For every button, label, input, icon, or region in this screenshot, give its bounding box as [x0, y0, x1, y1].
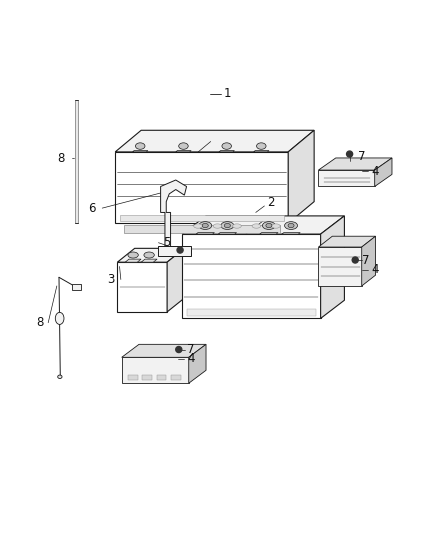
- Circle shape: [177, 247, 183, 253]
- FancyBboxPatch shape: [128, 375, 138, 380]
- Polygon shape: [189, 344, 206, 383]
- Ellipse shape: [135, 143, 145, 149]
- Polygon shape: [124, 225, 279, 233]
- Polygon shape: [167, 248, 184, 312]
- Polygon shape: [254, 151, 269, 152]
- Text: 4: 4: [371, 263, 378, 277]
- FancyBboxPatch shape: [72, 284, 81, 290]
- Polygon shape: [218, 232, 237, 234]
- Polygon shape: [117, 262, 167, 312]
- Circle shape: [352, 257, 358, 263]
- Text: 7: 7: [358, 150, 365, 163]
- Text: 5: 5: [163, 236, 171, 249]
- Polygon shape: [125, 259, 141, 262]
- Ellipse shape: [272, 224, 280, 228]
- Ellipse shape: [202, 223, 208, 228]
- Text: 4: 4: [371, 165, 378, 178]
- Text: 1: 1: [224, 87, 231, 100]
- Polygon shape: [159, 246, 191, 256]
- Polygon shape: [260, 232, 278, 234]
- Text: 4: 4: [187, 352, 194, 365]
- FancyBboxPatch shape: [171, 375, 180, 380]
- FancyBboxPatch shape: [142, 375, 152, 380]
- Polygon shape: [176, 151, 191, 152]
- Polygon shape: [219, 151, 234, 152]
- Ellipse shape: [194, 224, 202, 228]
- Ellipse shape: [285, 222, 297, 229]
- Text: 7: 7: [187, 343, 194, 356]
- Text: 3: 3: [107, 273, 115, 286]
- Polygon shape: [182, 216, 344, 234]
- Polygon shape: [120, 215, 284, 221]
- Polygon shape: [115, 152, 288, 223]
- Polygon shape: [161, 180, 187, 254]
- Ellipse shape: [257, 143, 266, 149]
- Text: 7: 7: [362, 254, 370, 266]
- Polygon shape: [122, 344, 206, 357]
- Polygon shape: [133, 151, 148, 152]
- Polygon shape: [115, 130, 314, 152]
- Ellipse shape: [288, 223, 294, 228]
- Polygon shape: [196, 232, 215, 234]
- Ellipse shape: [58, 375, 62, 378]
- Polygon shape: [318, 158, 392, 170]
- Polygon shape: [318, 236, 375, 247]
- Circle shape: [346, 151, 353, 157]
- Text: 8: 8: [57, 152, 65, 165]
- Polygon shape: [288, 130, 314, 223]
- FancyBboxPatch shape: [157, 375, 166, 380]
- Ellipse shape: [221, 222, 234, 229]
- Polygon shape: [321, 216, 344, 318]
- Text: 2: 2: [267, 196, 275, 209]
- Polygon shape: [75, 100, 78, 223]
- Ellipse shape: [128, 252, 138, 258]
- Ellipse shape: [222, 143, 231, 149]
- Text: 8: 8: [36, 316, 43, 329]
- Text: 6: 6: [88, 201, 95, 215]
- Ellipse shape: [144, 252, 154, 258]
- Polygon shape: [282, 232, 300, 234]
- Polygon shape: [362, 236, 375, 286]
- Circle shape: [176, 346, 182, 352]
- Polygon shape: [141, 259, 157, 262]
- Ellipse shape: [213, 224, 222, 228]
- Ellipse shape: [199, 222, 212, 229]
- Ellipse shape: [266, 223, 272, 228]
- Ellipse shape: [233, 224, 241, 228]
- Polygon shape: [117, 248, 184, 262]
- Ellipse shape: [262, 222, 276, 229]
- Polygon shape: [318, 170, 374, 187]
- Ellipse shape: [252, 224, 261, 228]
- Ellipse shape: [224, 223, 230, 228]
- Polygon shape: [318, 247, 362, 286]
- Polygon shape: [122, 357, 189, 383]
- Polygon shape: [182, 234, 321, 318]
- Ellipse shape: [55, 312, 64, 325]
- Polygon shape: [187, 309, 316, 316]
- Ellipse shape: [179, 143, 188, 149]
- Polygon shape: [374, 158, 392, 187]
